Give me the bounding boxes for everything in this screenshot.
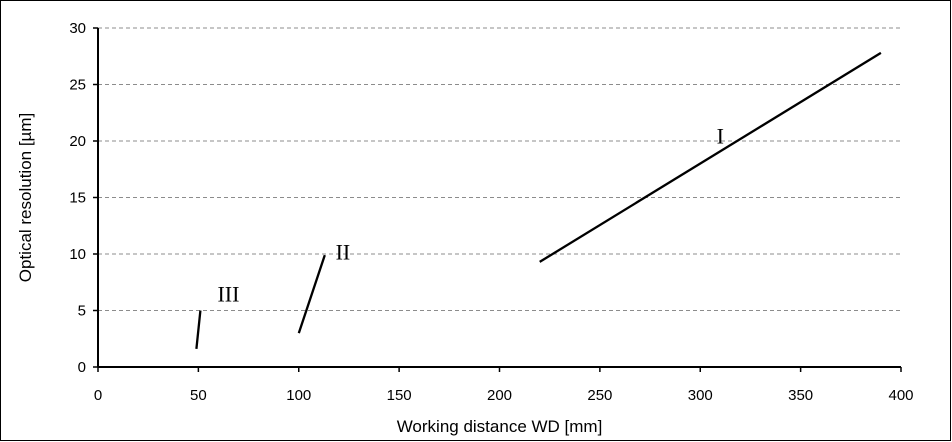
x-tick-label-5: 250 — [587, 387, 612, 404]
x-tick-label-8: 400 — [888, 387, 913, 404]
x-tick-label-2: 100 — [286, 387, 311, 404]
x-tick-label-4: 200 — [487, 387, 512, 404]
axes — [93, 27, 902, 372]
series-line-III — [195, 310, 202, 350]
series-label-I: I — [717, 123, 724, 148]
x-tick-label-3: 150 — [387, 387, 412, 404]
series-line-I — [539, 51, 882, 263]
gridlines — [98, 27, 901, 311]
series-line-II — [297, 254, 326, 334]
y-axis-title: Optical resolution [µm] — [16, 113, 35, 282]
x-tick-label-0: 0 — [94, 387, 102, 404]
x-tick-label-1: 50 — [190, 387, 207, 404]
y-tick-label-2: 10 — [69, 246, 86, 263]
y-tick-label-1: 5 — [78, 303, 86, 320]
series-label-II: II — [336, 240, 351, 265]
series-label-III: III — [217, 281, 239, 306]
y-tick-label-0: 0 — [78, 359, 86, 376]
x-axis-title: Working distance WD [mm] — [397, 417, 603, 436]
y-tick-label-5: 25 — [69, 77, 86, 94]
y-tick-label-4: 20 — [69, 133, 86, 150]
y-tick-label-6: 30 — [69, 20, 86, 37]
x-tick-label-7: 350 — [788, 387, 813, 404]
y-tick-label-3: 15 — [69, 190, 86, 207]
x-tick-label-6: 300 — [688, 387, 713, 404]
